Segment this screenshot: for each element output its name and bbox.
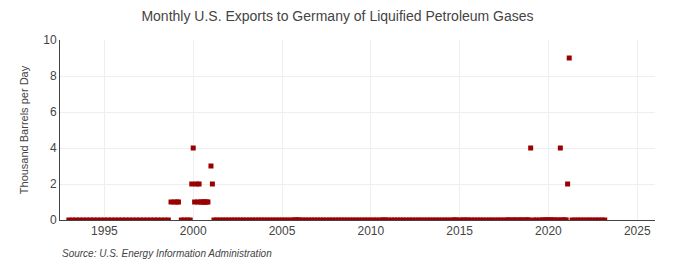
svg-text:2025: 2025 bbox=[624, 224, 651, 238]
svg-text:2020: 2020 bbox=[535, 224, 562, 238]
svg-text:8: 8 bbox=[50, 69, 57, 83]
svg-text:2010: 2010 bbox=[357, 224, 384, 238]
svg-text:2000: 2000 bbox=[180, 224, 207, 238]
svg-text:Source: U.S. Energy Informatio: Source: U.S. Energy Information Administ… bbox=[62, 248, 272, 259]
svg-text:2015: 2015 bbox=[446, 224, 473, 238]
svg-text:Thousand Barrels per Day: Thousand Barrels per Day bbox=[18, 65, 30, 194]
svg-text:0: 0 bbox=[50, 213, 57, 227]
svg-text:10: 10 bbox=[43, 33, 57, 47]
svg-text:6: 6 bbox=[50, 105, 57, 119]
svg-text:2005: 2005 bbox=[269, 224, 296, 238]
svg-text:4: 4 bbox=[50, 141, 57, 155]
svg-text:2: 2 bbox=[50, 177, 57, 191]
svg-text:Monthly U.S. Exports to German: Monthly U.S. Exports to Germany of Liqui… bbox=[141, 8, 533, 24]
svg-text:1995: 1995 bbox=[91, 224, 118, 238]
